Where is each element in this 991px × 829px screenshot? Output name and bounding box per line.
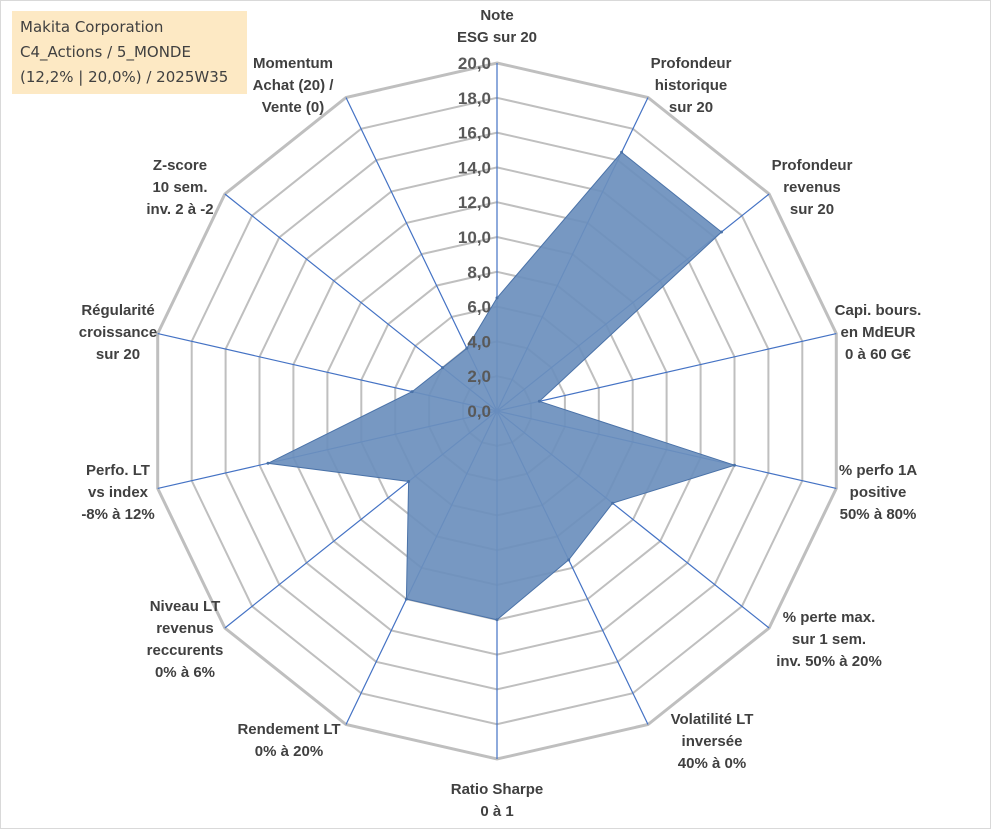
axis-label: Niveau LT revenus reccurents 0% à 6% <box>147 598 224 681</box>
axis-spoke <box>496 333 837 412</box>
tick-label: 6,0 <box>467 298 491 317</box>
data-point <box>567 558 571 562</box>
data-point <box>495 296 499 300</box>
title-box: Makita Corporation C4_Actions / 5_MONDE … <box>12 11 247 94</box>
axis-label: % perte max. sur 1 sem. inv. 50% à 20% <box>776 609 882 670</box>
data-point <box>495 618 499 622</box>
axis-label: Note ESG sur 20 <box>457 7 537 46</box>
axis-label: Perfo. LT vs index -8% à 12% <box>81 462 154 523</box>
tick-label: 10,0 <box>458 228 491 247</box>
axis-label: Rendement LT 0% à 20% <box>237 721 340 760</box>
axis-label: Volatilité LT inversée 40% à 0% <box>671 711 754 772</box>
title-company: Makita Corporation <box>20 18 164 36</box>
axis-label: Z-score 10 sem. inv. 2 à -2 <box>146 157 213 218</box>
data-point <box>266 461 270 465</box>
tick-label: 8,0 <box>467 263 491 282</box>
axis-label: Profondeur historique sur 20 <box>651 55 732 116</box>
data-point <box>407 480 411 483</box>
title-category: C4_Actions / 5_MONDE <box>20 43 191 61</box>
data-point <box>611 501 615 505</box>
data-point <box>620 150 624 154</box>
tick-label: 18,0 <box>458 89 491 108</box>
data-area <box>266 151 737 621</box>
axis-label: Régularité croissance sur 20 <box>79 302 157 363</box>
tick-label: 12,0 <box>458 193 491 212</box>
axis-label: Profondeur revenus sur 20 <box>772 157 853 218</box>
data-point <box>404 597 408 601</box>
axis-label: Ratio Sharpe 0 à 1 <box>451 781 544 820</box>
data-point <box>465 346 469 350</box>
axis-label: Capi. bours. en MdEUR 0 à 60 G€ <box>835 302 922 363</box>
axis-label: % perfo 1A positive 50% à 80% <box>839 462 918 523</box>
data-point <box>441 366 445 370</box>
tick-label: 4,0 <box>467 332 491 351</box>
data-point <box>537 399 541 403</box>
tick-label: 2,0 <box>467 367 491 386</box>
tick-label: 20,0 <box>458 54 491 73</box>
title-stats: (12,2% | 20,0%) / 2025W35 <box>20 68 229 86</box>
axis-label: Momentum Achat (20) / Vente (0) <box>253 55 335 116</box>
data-point <box>733 463 736 467</box>
data-point <box>410 390 414 394</box>
tick-label: 14,0 <box>458 158 491 177</box>
tick-label: 0,0 <box>467 402 491 421</box>
data-point <box>720 230 723 234</box>
tick-label: 16,0 <box>458 124 491 143</box>
